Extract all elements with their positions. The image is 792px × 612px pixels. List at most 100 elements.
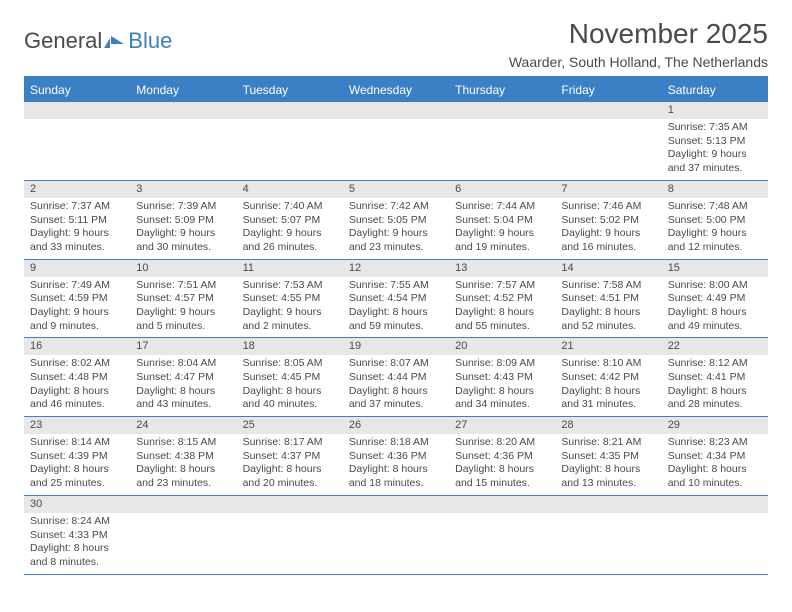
sunset-line: Sunset: 5:04 PM bbox=[455, 214, 549, 228]
sunset-line: Sunset: 4:34 PM bbox=[668, 450, 762, 464]
sunrise-line: Sunrise: 7:35 AM bbox=[668, 121, 762, 135]
daylight-line: Daylight: 8 hours and 20 minutes. bbox=[243, 463, 337, 490]
day-number-cell bbox=[343, 102, 449, 119]
sunrise-line: Sunrise: 7:42 AM bbox=[349, 200, 443, 214]
sunset-line: Sunset: 4:39 PM bbox=[30, 450, 124, 464]
day-header: Sunday bbox=[24, 78, 130, 102]
sunset-line: Sunset: 4:42 PM bbox=[561, 371, 655, 385]
sunrise-line: Sunrise: 8:20 AM bbox=[455, 436, 549, 450]
day-number-cell: 14 bbox=[555, 259, 661, 277]
day-number-cell: 17 bbox=[130, 338, 236, 356]
day-number-cell bbox=[130, 102, 236, 119]
day-detail-cell: Sunrise: 8:21 AMSunset: 4:35 PMDaylight:… bbox=[555, 434, 661, 495]
day-detail-cell bbox=[555, 119, 661, 180]
day-number-cell bbox=[343, 495, 449, 513]
daylight-line: Daylight: 8 hours and 37 minutes. bbox=[349, 385, 443, 412]
daynum-row: 23242526272829 bbox=[24, 417, 768, 435]
day-number-cell bbox=[237, 102, 343, 119]
day-number-cell: 4 bbox=[237, 180, 343, 198]
day-detail-cell bbox=[237, 119, 343, 180]
day-number-cell: 7 bbox=[555, 180, 661, 198]
sunrise-line: Sunrise: 8:24 AM bbox=[30, 515, 124, 529]
detail-row: Sunrise: 7:49 AMSunset: 4:59 PM Daylight:… bbox=[24, 277, 768, 338]
sunset-line: Sunset: 4:38 PM bbox=[136, 450, 230, 464]
day-detail-cell: Sunrise: 7:40 AMSunset: 5:07 PMDaylight:… bbox=[237, 198, 343, 259]
sunset-line: Sunset: 4:47 PM bbox=[136, 371, 230, 385]
daylight-line: Daylight: 8 hours and 8 minutes. bbox=[30, 542, 124, 569]
day-detail-cell: Sunrise: 7:42 AMSunset: 5:05 PMDaylight:… bbox=[343, 198, 449, 259]
day-number-cell: 12 bbox=[343, 259, 449, 277]
sunrise-line: Sunrise: 7:55 AM bbox=[349, 279, 443, 293]
day-detail-cell: Sunrise: 8:17 AMSunset: 4:37 PMDaylight:… bbox=[237, 434, 343, 495]
sunset-line: Sunset: 4:37 PM bbox=[243, 450, 337, 464]
daylight-line: Daylight: 8 hours and 34 minutes. bbox=[455, 385, 549, 412]
sunrise-line: Sunrise: 8:15 AM bbox=[136, 436, 230, 450]
daynum-row: 16171819202122 bbox=[24, 338, 768, 356]
day-detail-cell: Sunrise: 7:46 AMSunset: 5:02 PMDaylight:… bbox=[555, 198, 661, 259]
sunset-line: Sunset: 5:07 PM bbox=[243, 214, 337, 228]
day-header: Tuesday bbox=[237, 78, 343, 102]
sunrise-line: Sunrise: 8:10 AM bbox=[561, 357, 655, 371]
day-detail-cell: Sunrise: 8:07 AMSunset: 4:44 PMDaylight:… bbox=[343, 355, 449, 416]
sunrise-line: Sunrise: 8:05 AM bbox=[243, 357, 337, 371]
detail-row: Sunrise: 7:35 AMSunset: 5:13 PMDaylight:… bbox=[24, 119, 768, 180]
sunset-line: Sunset: 4:51 PM bbox=[561, 292, 655, 306]
day-number-cell: 15 bbox=[662, 259, 768, 277]
day-number-cell: 5 bbox=[343, 180, 449, 198]
sunrise-line: Sunrise: 8:12 AM bbox=[668, 357, 762, 371]
daylight-line: Daylight: 8 hours and 43 minutes. bbox=[136, 385, 230, 412]
sunset-line: Sunset: 4:59 PM bbox=[30, 292, 124, 306]
sunrise-line: Sunrise: 8:14 AM bbox=[30, 436, 124, 450]
day-number-cell: 25 bbox=[237, 417, 343, 435]
daylight-line: Daylight: 8 hours and 46 minutes. bbox=[30, 385, 124, 412]
day-number-cell: 10 bbox=[130, 259, 236, 277]
sunrise-line: Sunrise: 8:18 AM bbox=[349, 436, 443, 450]
day-detail-cell: Sunrise: 8:02 AMSunset: 4:48 PMDaylight:… bbox=[24, 355, 130, 416]
sunrise-line: Sunrise: 7:57 AM bbox=[455, 279, 549, 293]
day-number-cell: 11 bbox=[237, 259, 343, 277]
daylight-line: Daylight: 9 hours and 2 minutes. bbox=[243, 306, 337, 333]
daylight-line: Daylight: 9 hours and 23 minutes. bbox=[349, 227, 443, 254]
day-header: Monday bbox=[130, 78, 236, 102]
day-number-cell: 13 bbox=[449, 259, 555, 277]
sunset-line: Sunset: 4:55 PM bbox=[243, 292, 337, 306]
sunset-line: Sunset: 4:41 PM bbox=[668, 371, 762, 385]
day-number-cell bbox=[24, 102, 130, 119]
day-number-cell: 24 bbox=[130, 417, 236, 435]
logo-text-b: Blue bbox=[128, 28, 172, 54]
sunrise-line: Sunrise: 7:53 AM bbox=[243, 279, 337, 293]
daylight-line: Daylight: 8 hours and 31 minutes. bbox=[561, 385, 655, 412]
day-detail-cell: Sunrise: 7:57 AMSunset: 4:52 PMDaylight:… bbox=[449, 277, 555, 338]
day-number-cell: 26 bbox=[343, 417, 449, 435]
sunset-line: Sunset: 4:54 PM bbox=[349, 292, 443, 306]
sunrise-line: Sunrise: 7:49 AM bbox=[30, 279, 124, 293]
daylight-line: Daylight: 8 hours and 13 minutes. bbox=[561, 463, 655, 490]
day-number-cell bbox=[130, 495, 236, 513]
daylight-line: Daylight: 8 hours and 40 minutes. bbox=[243, 385, 337, 412]
daynum-row: 30 bbox=[24, 495, 768, 513]
daynum-row: 1 bbox=[24, 102, 768, 119]
day-detail-cell: Sunrise: 8:12 AMSunset: 4:41 PMDaylight:… bbox=[662, 355, 768, 416]
header: General Blue November 2025 Waarder, Sout… bbox=[24, 18, 768, 70]
sunrise-line: Sunrise: 8:02 AM bbox=[30, 357, 124, 371]
day-number-cell: 6 bbox=[449, 180, 555, 198]
day-detail-cell: Sunrise: 7:49 AMSunset: 4:59 PMDaylight:… bbox=[24, 277, 130, 338]
logo-flag-icon bbox=[104, 34, 126, 50]
day-detail-cell: Sunrise: 8:24 AMSunset: 4:33 PMDaylight:… bbox=[24, 513, 130, 574]
day-number-cell: 8 bbox=[662, 180, 768, 198]
day-number-cell: 9 bbox=[24, 259, 130, 277]
title-block: November 2025 Waarder, South Holland, Th… bbox=[509, 18, 768, 70]
day-number-cell bbox=[555, 102, 661, 119]
day-number-cell: 16 bbox=[24, 338, 130, 356]
day-detail-cell bbox=[130, 119, 236, 180]
day-detail-cell: Sunrise: 7:53 AMSunset: 4:55 PMDaylight:… bbox=[237, 277, 343, 338]
daylight-line: Daylight: 8 hours and 15 minutes. bbox=[455, 463, 549, 490]
day-number-cell: 29 bbox=[662, 417, 768, 435]
day-number-cell bbox=[237, 495, 343, 513]
day-header: Saturday bbox=[662, 78, 768, 102]
detail-row: Sunrise: 8:14 AMSunset: 4:39 PMDaylight:… bbox=[24, 434, 768, 495]
daylight-line: Daylight: 8 hours and 25 minutes. bbox=[30, 463, 124, 490]
location-subtitle: Waarder, South Holland, The Netherlands bbox=[509, 54, 768, 70]
daylight-line: Daylight: 9 hours and 12 minutes. bbox=[668, 227, 762, 254]
daynum-row: 9101112131415 bbox=[24, 259, 768, 277]
